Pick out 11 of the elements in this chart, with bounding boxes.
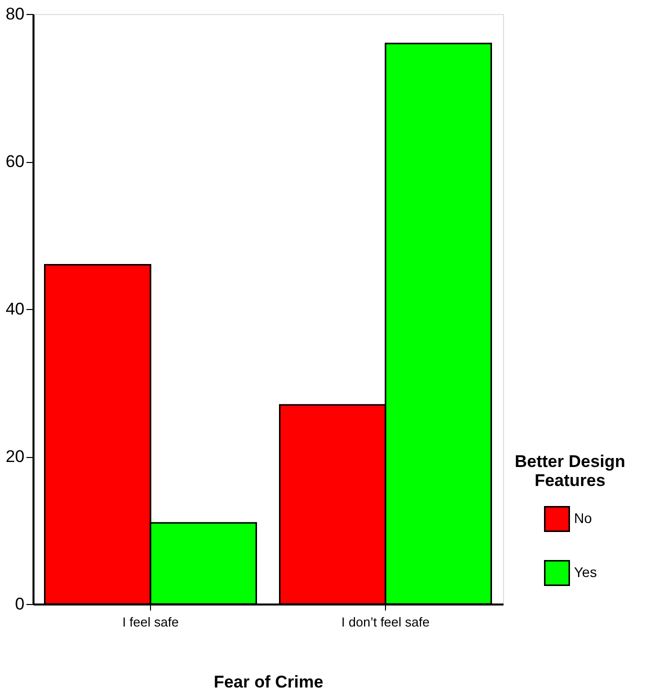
legend-title: Better Design Features: [514, 452, 626, 490]
y-tick-label: 80: [6, 4, 24, 24]
y-tick-label: 0: [15, 594, 24, 614]
y-tick-label: 40: [6, 300, 24, 318]
y-tick-label: 60: [6, 152, 24, 171]
x-tick-label: I don’t feel safe: [341, 614, 430, 630]
x-tick-label: I feel safe: [122, 614, 179, 630]
x-axis-title: Fear of Crime: [214, 672, 324, 692]
legend-label: No: [574, 510, 592, 526]
y-tick-label: 20: [6, 447, 24, 466]
legend-label: Yes: [574, 564, 597, 580]
